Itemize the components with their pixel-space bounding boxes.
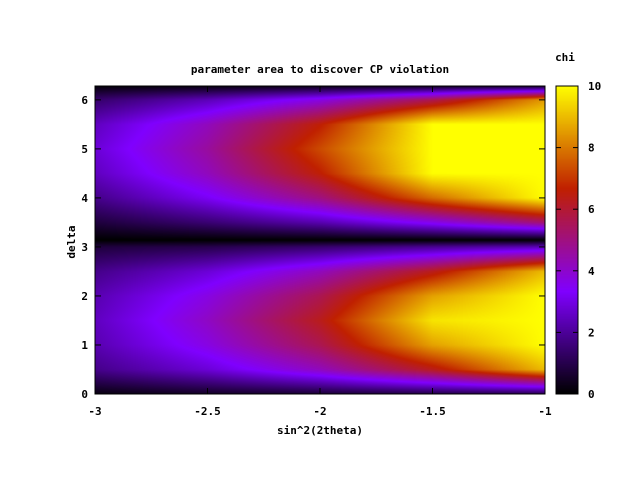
colorbar-tick-label: 10 bbox=[588, 80, 601, 93]
x-tick-label: -2.5 bbox=[194, 405, 221, 418]
y-axis-label: delta bbox=[65, 225, 78, 258]
colorbar-tick-label: 6 bbox=[588, 203, 595, 216]
y-axis-ticks: 0 1 2 3 4 5 6 bbox=[81, 94, 545, 401]
colorbar-tick-label: 2 bbox=[588, 326, 595, 339]
colorbar-canvas bbox=[556, 86, 578, 394]
colorbar-tick-label: 4 bbox=[588, 265, 595, 278]
y-tick-label: 6 bbox=[81, 94, 88, 107]
x-axis-ticks: -3 -2.5 -2 -1.5 -1 bbox=[88, 86, 552, 418]
x-tick-label: -2 bbox=[313, 405, 326, 418]
y-tick-label: 2 bbox=[81, 290, 88, 303]
x-tick-label: -1 bbox=[538, 405, 552, 418]
x-tick-label: -1.5 bbox=[419, 405, 446, 418]
x-axis-label: sin^2(2theta) bbox=[277, 424, 363, 437]
y-tick-label: 3 bbox=[81, 241, 88, 254]
y-tick-label: 5 bbox=[81, 143, 88, 156]
heatmap-area bbox=[95, 86, 545, 394]
heatmap-canvas bbox=[95, 86, 545, 394]
colorbar-frame bbox=[555, 85, 579, 395]
colorbar bbox=[556, 86, 578, 394]
y-tick-label: 4 bbox=[81, 192, 88, 205]
chart-title: parameter area to discover CP violation bbox=[191, 63, 449, 76]
y-tick-label: 0 bbox=[81, 388, 88, 401]
x-tick-label: -3 bbox=[88, 405, 101, 418]
colorbar-tick-label: 0 bbox=[588, 388, 595, 401]
colorbar-tick-label: 8 bbox=[588, 142, 595, 155]
colorbar-label: chi bbox=[555, 51, 575, 64]
colorbar-ticks: 0 2 4 6 8 10 bbox=[556, 80, 601, 401]
y-tick-label: 1 bbox=[81, 339, 88, 352]
